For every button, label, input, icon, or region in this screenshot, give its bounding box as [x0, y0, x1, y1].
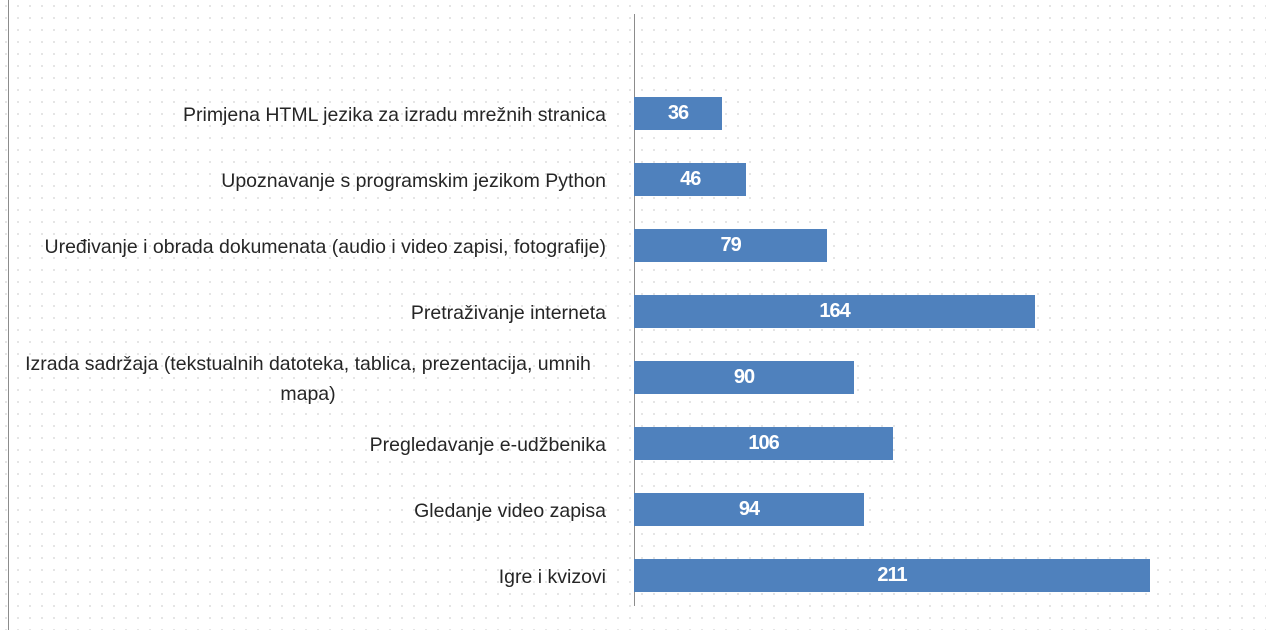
- category-label-box: Gledanje video zapisa: [10, 481, 606, 541]
- bar: 36: [634, 96, 723, 130]
- category-label: Pretraživanje interneta: [410, 302, 606, 324]
- category-label-box: Pretraživanje interneta: [10, 283, 606, 343]
- category-label: Primjena HTML jezika za izradu mrežnih s…: [182, 104, 606, 126]
- category-label-box: Izrada sadržaja (tekstualnih datoteka, t…: [10, 349, 606, 409]
- frame-edge: [8, 0, 9, 630]
- data-label: 106: [748, 431, 779, 454]
- category-label-box: Upoznavanje s programskim jezikom Python: [10, 151, 606, 211]
- data-label: 164: [819, 299, 850, 322]
- data-label: 94: [738, 497, 760, 520]
- category-label-box: Primjena HTML jezika za izradu mrežnih s…: [10, 85, 606, 145]
- category-label: Izrada sadržaja (tekstualnih datoteka, t…: [25, 353, 591, 405]
- data-label: 36: [667, 101, 689, 124]
- bar: 79: [634, 228, 828, 262]
- bar: 94: [634, 492, 864, 526]
- bar: 46: [634, 162, 747, 196]
- category-label: Gledanje video zapisa: [414, 500, 606, 522]
- bar: 211: [634, 558, 1150, 592]
- category-label: Uređivanje i obrada dokumenata (audio i …: [44, 236, 607, 258]
- data-label: 79: [720, 233, 741, 256]
- category-label: Upoznavanje s programskim jezikom Python: [221, 170, 606, 192]
- category-label-box: Igre i kvizovi: [10, 547, 606, 607]
- data-label: 211: [877, 563, 907, 586]
- category-label: Pregledavanje e-udžbenika: [369, 434, 606, 456]
- bar: 106: [634, 426, 894, 460]
- data-label: 46: [680, 167, 701, 190]
- bar: 90: [634, 360, 855, 394]
- category-label-box: Uređivanje i obrada dokumenata (audio i …: [10, 217, 607, 277]
- category-label: Igre i kvizovi: [498, 566, 606, 588]
- data-label: 90: [733, 365, 755, 388]
- bar: 164: [634, 294, 1036, 328]
- category-label-box: Pregledavanje e-udžbenika: [10, 415, 606, 475]
